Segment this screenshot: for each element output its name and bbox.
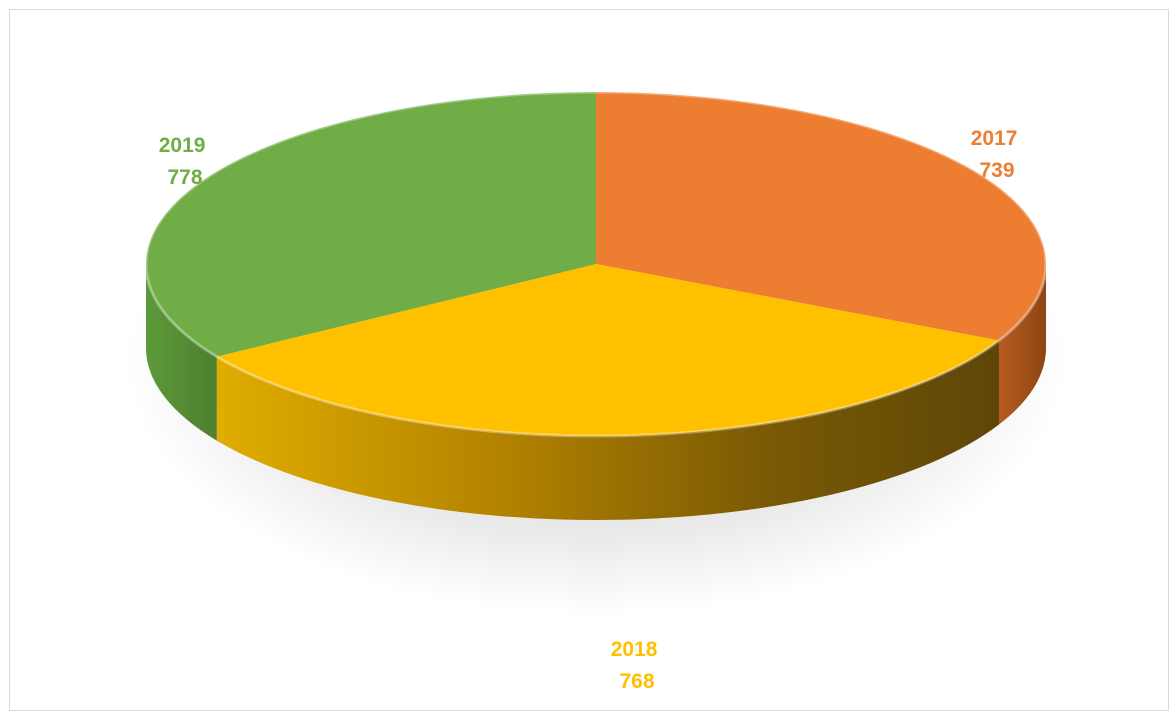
data-label-2018: 2018 768 — [611, 638, 664, 693]
pie-side-2019 — [146, 264, 217, 441]
pie-side-2018 — [216, 340, 999, 521]
pie-rim — [144, 90, 1048, 438]
data-label-2019: 2019 778 — [159, 134, 212, 189]
data-label-2017: 2017 739 — [971, 127, 1024, 182]
pie-slice-2018[interactable] — [216, 264, 999, 437]
pie-slice-2019[interactable] — [146, 92, 596, 357]
pie-slice-2017[interactable] — [596, 92, 1046, 341]
pie-side-2017 — [998, 264, 1046, 425]
